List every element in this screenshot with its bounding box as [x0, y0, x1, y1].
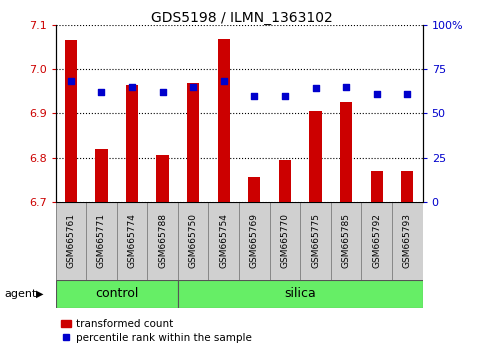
- Bar: [65, 40, 77, 202]
- Bar: [300, 202, 331, 280]
- Text: GSM665771: GSM665771: [97, 213, 106, 268]
- Bar: [187, 83, 199, 202]
- Text: GDS5198 / ILMN_1363102: GDS5198 / ILMN_1363102: [151, 11, 332, 25]
- Point: [281, 93, 289, 98]
- Text: ▶: ▶: [36, 289, 43, 299]
- Bar: [209, 202, 239, 280]
- Text: GSM665793: GSM665793: [403, 213, 412, 268]
- Bar: [310, 111, 322, 202]
- Bar: [156, 155, 169, 202]
- Text: GSM665761: GSM665761: [66, 213, 75, 268]
- Bar: [279, 160, 291, 202]
- Bar: [56, 202, 86, 280]
- Point: [98, 89, 105, 95]
- Bar: [218, 39, 230, 202]
- Text: GSM665785: GSM665785: [341, 213, 351, 268]
- Text: GSM665769: GSM665769: [250, 213, 259, 268]
- Bar: [56, 280, 178, 308]
- Point: [220, 79, 227, 84]
- Text: GSM665792: GSM665792: [372, 213, 381, 268]
- Bar: [401, 171, 413, 202]
- Bar: [117, 202, 147, 280]
- Bar: [361, 202, 392, 280]
- Bar: [147, 202, 178, 280]
- Point: [251, 93, 258, 98]
- Text: GSM665774: GSM665774: [128, 213, 137, 268]
- Point: [373, 91, 381, 97]
- Bar: [331, 202, 361, 280]
- Bar: [340, 102, 352, 202]
- Bar: [239, 202, 270, 280]
- Bar: [178, 280, 423, 308]
- Bar: [95, 149, 108, 202]
- Point: [342, 84, 350, 90]
- Point: [67, 79, 75, 84]
- Text: GSM665750: GSM665750: [189, 213, 198, 268]
- Bar: [178, 202, 209, 280]
- Point: [403, 91, 411, 97]
- Bar: [126, 85, 138, 202]
- Point: [189, 84, 197, 90]
- Bar: [270, 202, 300, 280]
- Point: [159, 89, 167, 95]
- Text: silica: silica: [284, 287, 316, 300]
- Point: [312, 86, 319, 91]
- Bar: [248, 177, 260, 202]
- Text: GSM665770: GSM665770: [281, 213, 289, 268]
- Text: GSM665754: GSM665754: [219, 213, 228, 268]
- Text: GSM665788: GSM665788: [158, 213, 167, 268]
- Text: GSM665775: GSM665775: [311, 213, 320, 268]
- Bar: [392, 202, 423, 280]
- Text: agent: agent: [5, 289, 37, 299]
- Bar: [370, 171, 383, 202]
- Legend: transformed count, percentile rank within the sample: transformed count, percentile rank withi…: [61, 319, 252, 343]
- Text: control: control: [95, 287, 139, 300]
- Bar: [86, 202, 117, 280]
- Point: [128, 84, 136, 90]
